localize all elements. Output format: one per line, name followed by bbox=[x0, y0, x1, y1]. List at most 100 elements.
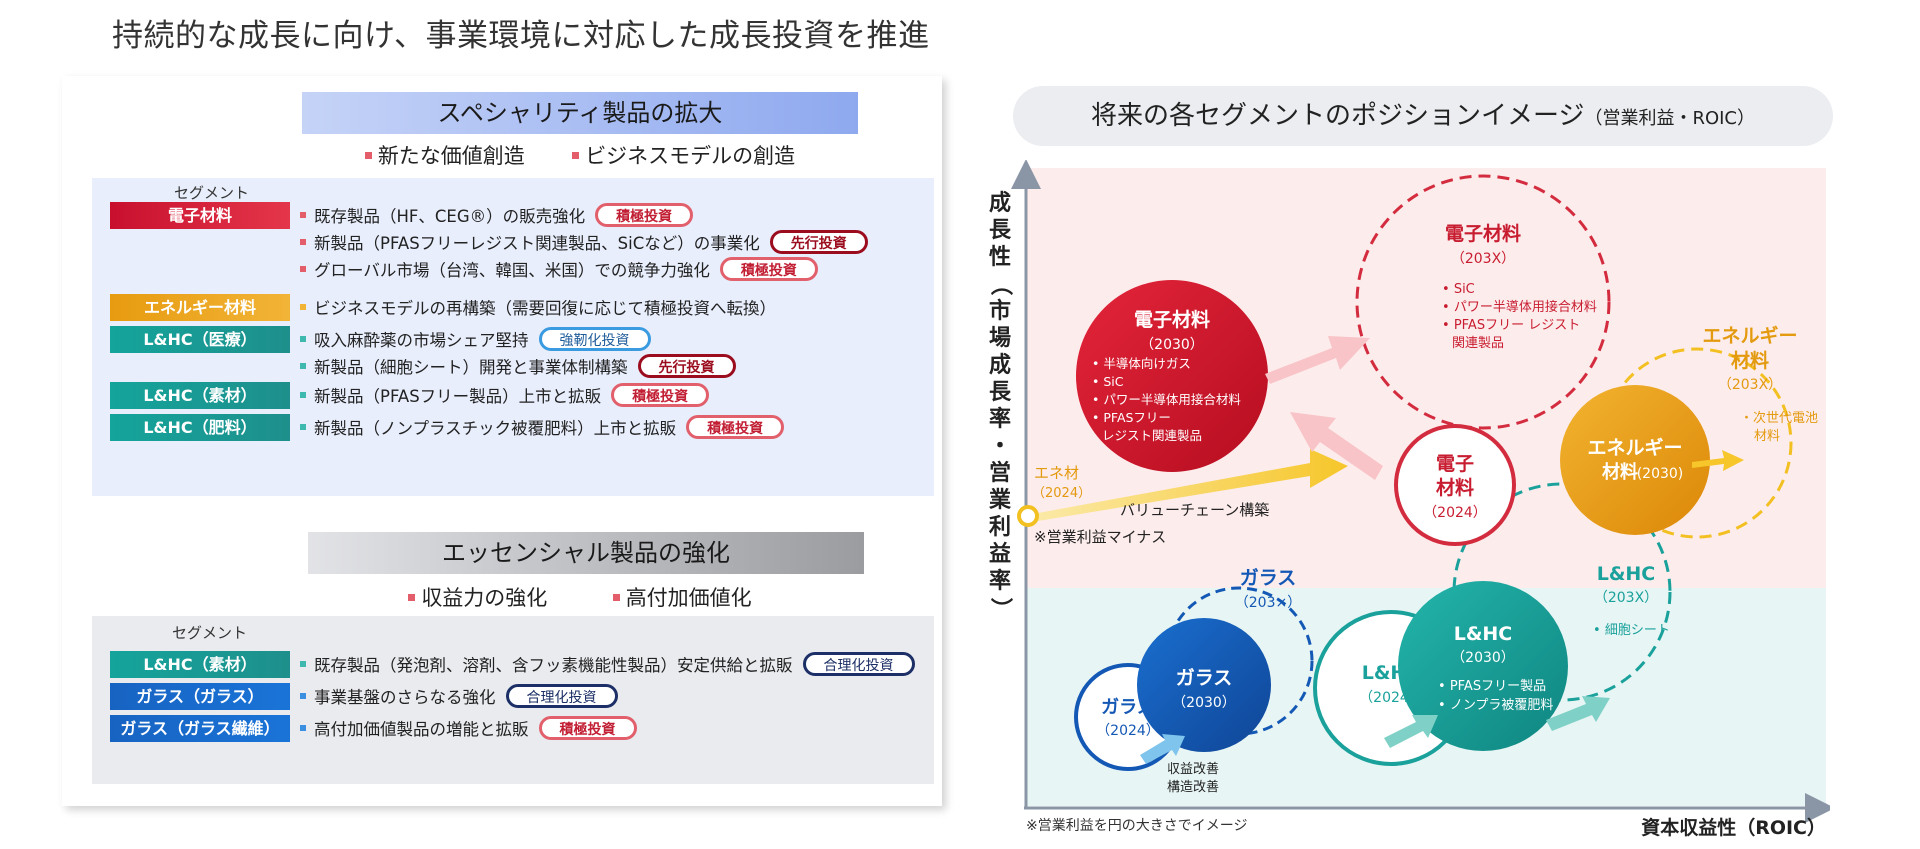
y-axis-label-char: 率 bbox=[988, 569, 1011, 594]
segment-label: エネルギー材料 bbox=[110, 294, 290, 321]
bullet-dot bbox=[300, 693, 306, 699]
segment-item: ビジネスモデルの再構築（需要回復に応じて積極投資へ転換） bbox=[300, 295, 776, 319]
segment-item-text: 新製品（細胞シート）開発と事業体制構築 bbox=[314, 358, 628, 377]
y-axis-label-char: 利 bbox=[988, 515, 1011, 540]
lhc-improve-arrow bbox=[1384, 715, 1438, 748]
strategy-panel: スペシャリティ製品の拡大 新たな価値創造 ビジネスモデルの創造 セグメント エッ… bbox=[62, 76, 942, 806]
segment-item-text: グローバル市場（台湾、韓国、米国）での競争力強化 bbox=[314, 261, 710, 280]
y-axis-label-char: 成 bbox=[988, 191, 1011, 216]
lhc-2030-item: • ノンプラ被覆肥料 bbox=[1438, 698, 1553, 713]
elec-203x-item: • パワー半導体用接合材料 bbox=[1442, 299, 1597, 315]
elec-203x-item: • PFASフリー レジスト bbox=[1442, 318, 1580, 333]
segment-item: 吸入麻酔薬の市場シェア堅持 強靭化投資 bbox=[300, 327, 651, 351]
elec-2030-item: • パワー半導体用接合材料 bbox=[1092, 392, 1241, 407]
page-title: 持続的な成長に向け、事業環境に対応した成長投資を推進 bbox=[112, 18, 930, 54]
y-axis-label-char: 長 bbox=[988, 380, 1011, 405]
segment-label: L&HC（医療） bbox=[110, 326, 290, 353]
bullet-dot bbox=[300, 392, 306, 398]
glass-203x-name: ガラス bbox=[1240, 567, 1297, 589]
y-axis-label-char: 場 bbox=[988, 326, 1011, 351]
segment-item-text: 既存製品（HF、CEG®）の販売強化 bbox=[314, 207, 586, 226]
ene-2030-name2: 材料 bbox=[1602, 461, 1638, 483]
elec-2030-item: • 半導体向けガス bbox=[1092, 356, 1191, 371]
chart-title-suffix: （営業利益・ROIC） bbox=[1584, 108, 1756, 129]
lhc-203x-name: L&HC bbox=[1597, 563, 1656, 585]
elec-2024-year: （2024） bbox=[1423, 505, 1487, 521]
elec-2024-name2: 材料 bbox=[1436, 476, 1474, 499]
y-axis-label-char: ・ bbox=[988, 434, 1011, 459]
elec-2030-item: • PFASフリー bbox=[1092, 410, 1171, 425]
segment-item: 高付加価値製品の増能と拡販 積極投資 bbox=[300, 716, 637, 740]
lhc-203x-item: • 細胞シート bbox=[1593, 623, 1670, 638]
essential-banner: エッセンシャル製品の強化 bbox=[308, 532, 864, 574]
elec-203x-bubble bbox=[1355, 174, 1611, 430]
glass-203x-year: （203×） bbox=[1235, 595, 1301, 611]
elec-2030-bubble bbox=[1076, 280, 1268, 472]
chart-title: 将来の各セグメントのポジションイメージ（営業利益・ROIC） bbox=[1013, 86, 1833, 146]
glass-improve-arrow bbox=[1140, 734, 1185, 764]
segment-item-text: 新製品（ノンプラスチック被覆肥料）上市と拡販 bbox=[314, 419, 677, 438]
glass-2024-year: （2024） bbox=[1096, 723, 1160, 739]
x-axis-label: 資本収益性（ROIC） bbox=[1641, 816, 1826, 839]
lhc-future-arrow bbox=[1546, 696, 1610, 731]
y-axis-label-char: 市 bbox=[988, 299, 1011, 324]
specialty-banner: スペシャリティ製品の拡大 bbox=[302, 92, 858, 134]
investment-badge: 先行投資 bbox=[637, 354, 736, 378]
y-axis-label-char: 性 bbox=[988, 245, 1011, 270]
lhc-203x-bubble bbox=[1452, 482, 1672, 702]
bullet-dot bbox=[300, 266, 306, 272]
bullet-high-value: 高付加価値化 bbox=[625, 586, 752, 610]
ene-2024-year: （2024） bbox=[1032, 486, 1091, 501]
lhc-203x-year: （203X） bbox=[1594, 590, 1658, 606]
chart-title-main: 将来の各セグメントのポジションイメージ bbox=[1090, 101, 1585, 131]
improve-label-1: 収益改善 bbox=[1167, 761, 1219, 777]
bullet-profitability: 収益力の強化 bbox=[421, 586, 548, 610]
segment-item-text: 新製品（PFASフリーレジスト関連製品、SiCなど）の事業化 bbox=[314, 234, 760, 253]
bullet-dot bbox=[300, 336, 306, 342]
bullet-dot bbox=[300, 424, 306, 430]
y-axis-label-char: 成 bbox=[988, 353, 1011, 378]
ene-203x-year: （203X） bbox=[1718, 377, 1782, 393]
investment-badge: 積極投資 bbox=[611, 383, 710, 407]
glass-2030-year: （2030） bbox=[1172, 695, 1236, 711]
segment-label: L&HC（肥料） bbox=[110, 414, 290, 441]
glass-2030-bubble bbox=[1137, 618, 1271, 752]
value-chain-arrow bbox=[1038, 449, 1348, 521]
lhc-2030-year: （2030） bbox=[1451, 650, 1515, 666]
segment-caption: セグメント bbox=[172, 624, 248, 642]
investment-badge: 積極投資 bbox=[595, 203, 694, 227]
elec-to-2030-arrow bbox=[1290, 412, 1383, 480]
value-chain-label: バリューチェーン構築 bbox=[1120, 501, 1269, 519]
bullet-dot bbox=[300, 661, 306, 667]
position-chart: エネ材 （2024） バリューチェーン構築 ※営業利益マイナス 電子材料 （20… bbox=[1011, 160, 1830, 839]
elec-2030-item: • SiC bbox=[1092, 374, 1124, 389]
bullet-dot bbox=[300, 239, 306, 245]
bullet-business-model: ビジネスモデルの創造 bbox=[585, 144, 796, 168]
segment-item: 新製品（PFASフリーレジスト関連製品、SiCなど）の事業化 先行投資 bbox=[300, 230, 868, 254]
ene-203x-item: ・次世代電池 bbox=[1740, 410, 1818, 426]
segment-item-text: 既存製品（発泡剤、溶剤、含フッ素機能性製品）安定供給と拡販 bbox=[314, 656, 793, 675]
segment-label: ガラス（ガラス繊維） bbox=[110, 715, 290, 742]
y-axis-label-char: 益 bbox=[988, 542, 1011, 567]
ene-2024-marker bbox=[1017, 505, 1039, 527]
elec-2030-year: （2030） bbox=[1140, 337, 1204, 353]
specialty-bullets: 新たな価値創造 ビジネスモデルの創造 bbox=[302, 140, 858, 170]
segment-item: 既存製品（HF、CEG®）の販売強化 積極投資 bbox=[300, 203, 694, 227]
y-axis-label-char: 業 bbox=[988, 488, 1011, 513]
segment-item: 新製品（ノンプラスチック被覆肥料）上市と拡販 積極投資 bbox=[300, 415, 785, 439]
segment-item: 新製品（PFASフリー製品）上市と拡販 積極投資 bbox=[300, 383, 710, 407]
bullet-dot bbox=[300, 212, 306, 218]
y-axis-label-char: 率 bbox=[988, 407, 1011, 432]
segment-caption: セグメント bbox=[174, 184, 250, 202]
segment-item-text: 新製品（PFASフリー製品）上市と拡販 bbox=[314, 387, 602, 406]
y-axis-label-char: 長 bbox=[988, 218, 1011, 243]
elec-203x-item: 関連製品 bbox=[1452, 336, 1504, 351]
ene-2030-bubble bbox=[1560, 385, 1710, 535]
segment-label: L&HC（素材） bbox=[110, 651, 290, 678]
investment-badge: 強靭化投資 bbox=[538, 327, 651, 351]
ene-203x-name1: エネルギー bbox=[1702, 325, 1797, 347]
improve-label-2: 構造改善 bbox=[1167, 779, 1219, 795]
segment-item-text: ビジネスモデルの再構築（需要回復に応じて積極投資へ転換） bbox=[314, 299, 776, 318]
glass-2030-name: ガラス bbox=[1176, 667, 1233, 689]
ene-future-arrow bbox=[1692, 450, 1744, 471]
